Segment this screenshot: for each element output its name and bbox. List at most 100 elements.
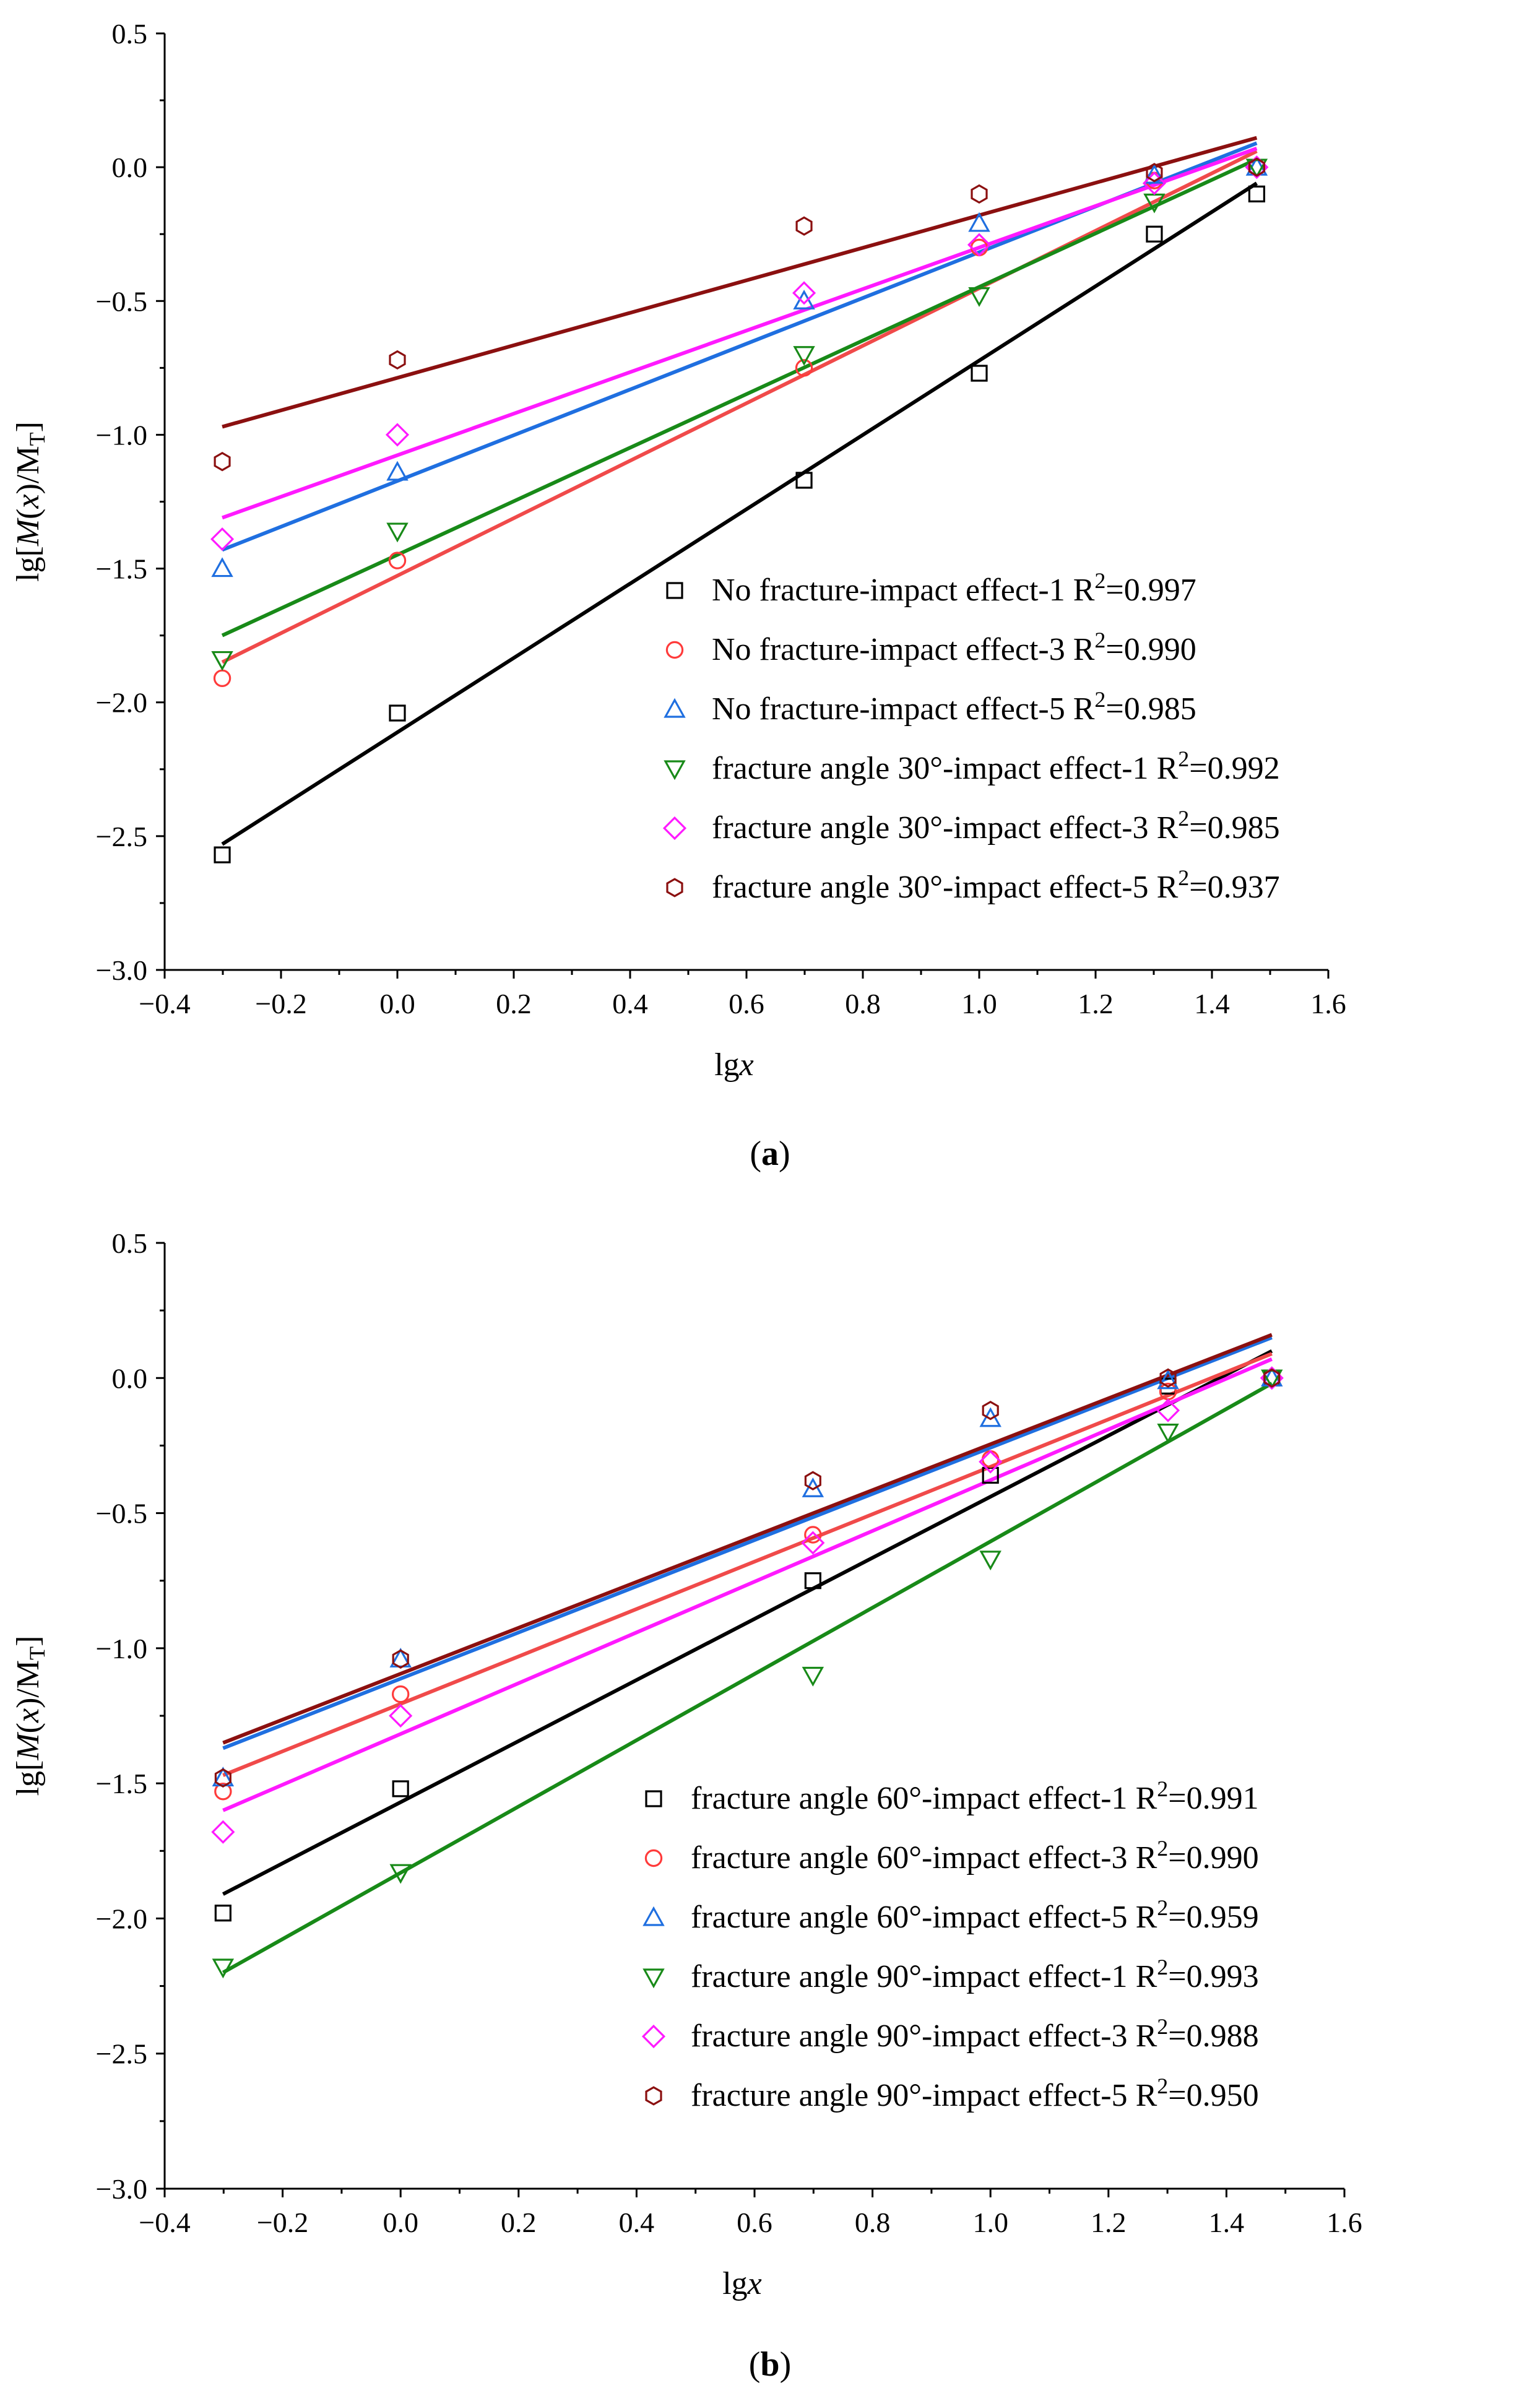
legend-label: fracture angle 30°-impact effect-5 R2=0.… — [712, 865, 1280, 905]
fit-line — [222, 147, 1258, 520]
fit-line — [221, 157, 1258, 638]
data-point — [214, 1768, 231, 1788]
data-point — [1263, 1368, 1281, 1388]
y-tick-label: −0.5 — [96, 1498, 147, 1529]
legend-item: fracture angle 30°-impact effect-1 R2=0.… — [664, 746, 1280, 786]
data-point — [211, 651, 233, 671]
legend-label: fracture angle 60°-impact effect-1 R2=0.… — [691, 1776, 1259, 1816]
data-point — [210, 527, 235, 552]
legend-marker — [664, 760, 686, 781]
legend-label: fracture angle 90°-impact effect-1 R2=0.… — [691, 1955, 1259, 1994]
panel-caption: (a) — [750, 1135, 790, 1173]
data-point — [967, 233, 992, 257]
data-point — [804, 1471, 821, 1490]
data-point — [804, 1572, 821, 1590]
y-tick-label: −2.0 — [96, 687, 147, 719]
legend-item: fracture angle 90°-impact effect-3 R2=0.… — [641, 2014, 1259, 2054]
data-point — [389, 704, 406, 722]
data-point — [1157, 1369, 1179, 1390]
data-point — [386, 522, 409, 543]
x-tick-label: 1.6 — [1326, 2207, 1362, 2238]
x-tick-label: 0.6 — [729, 988, 764, 1019]
y-tick-label: −2.5 — [96, 821, 147, 852]
fit-line — [222, 1352, 1273, 1777]
data-point — [214, 452, 231, 472]
data-point — [968, 287, 990, 307]
y-axis-title: lg[M(x)/MT] — [11, 422, 50, 582]
x-axis-title: lgx — [722, 2266, 762, 2301]
data-point — [971, 184, 988, 204]
legend-marker — [662, 816, 687, 841]
data-point — [979, 1551, 1001, 1571]
data-point — [392, 1649, 409, 1669]
y-axis-title: lg[M(x)/MT] — [11, 1636, 50, 1796]
legend-label: fracture angle 60°-impact effect-3 R2=0.… — [691, 1836, 1259, 1875]
y-tick-label: −1.5 — [96, 1768, 147, 1799]
y-tick-label: −2.5 — [96, 2038, 147, 2070]
data-point — [1146, 225, 1163, 243]
legend-item: fracture angle 90°-impact effect-5 R2=0.… — [645, 2074, 1259, 2113]
x-tick-label: 0.2 — [496, 988, 532, 1019]
x-tick-label: −0.4 — [139, 988, 190, 1019]
x-tick-label: 0.0 — [379, 988, 415, 1019]
data-point — [385, 423, 410, 447]
legend-item: fracture angle 60°-impact effect-5 R2=0.… — [642, 1895, 1259, 1935]
x-tick-label: −0.2 — [257, 2207, 308, 2238]
data-point — [388, 552, 407, 569]
data-point — [212, 1958, 235, 1979]
fit-line — [221, 181, 1258, 846]
data-point — [981, 1450, 1000, 1468]
legend-item: No fracture-impact effect-3 R2=0.990 — [665, 628, 1196, 667]
x-tick-label: 1.4 — [1209, 2207, 1245, 2238]
fit-line — [222, 1357, 1273, 1812]
x-tick-label: 0.4 — [619, 2207, 655, 2238]
legend-item: fracture angle 60°-impact effect-1 R2=0.… — [645, 1776, 1259, 1816]
y-tick-label: −1.0 — [96, 419, 147, 451]
legend-label: fracture angle 90°-impact effect-5 R2=0.… — [691, 2074, 1259, 2113]
fit-line — [222, 136, 1258, 429]
x-tick-label: 1.6 — [1310, 988, 1346, 1019]
data-point — [214, 1783, 232, 1801]
legend-marker — [666, 878, 683, 898]
x-tick-label: 0.8 — [845, 988, 881, 1019]
legend-label: fracture angle 60°-impact effect-5 R2=0.… — [691, 1895, 1259, 1935]
legend-marker — [642, 1968, 665, 1989]
data-point — [1156, 1398, 1180, 1422]
data-point — [389, 350, 406, 370]
fit-line — [222, 1349, 1273, 1896]
legend-label: fracture angle 30°-impact effect-1 R2=0.… — [712, 746, 1280, 786]
data-point — [968, 212, 990, 232]
x-tick-label: 0.6 — [737, 2207, 772, 2238]
legend-marker — [664, 698, 686, 718]
legend-item: fracture angle 30°-impact effect-3 R2=0.… — [662, 806, 1280, 846]
data-point — [795, 472, 813, 489]
legend-label: No fracture-impact effect-1 R2=0.997 — [712, 568, 1196, 608]
data-point — [1248, 185, 1265, 202]
x-tick-label: 1.0 — [961, 988, 997, 1019]
x-tick-label: 1.2 — [1091, 2207, 1127, 2238]
data-point — [802, 1477, 824, 1497]
fit-line — [222, 1336, 1273, 1750]
panel-b: −0.4 −0.2 0.0 0.2 0.4 0.6 0.8 1.0 1.2 1.4 1.6 0.5 0.… — [11, 1227, 1362, 2384]
legend-marker — [645, 1790, 662, 1807]
y-tick-label: −2.0 — [96, 1903, 147, 1934]
legend-item: No fracture-impact effect-1 R2=0.997 — [666, 568, 1196, 608]
data-point — [1159, 1368, 1177, 1388]
x-tick-label: 1.2 — [1078, 988, 1114, 1019]
data-point — [982, 1401, 999, 1421]
y-tick-label: −1.0 — [96, 1633, 147, 1664]
legend-label: fracture angle 30°-impact effect-3 R2=0.… — [712, 806, 1280, 846]
x-tick-label: 0.4 — [612, 988, 648, 1019]
data-point — [392, 1685, 410, 1703]
y-tick-label: 0.5 — [112, 18, 148, 50]
data-point — [802, 1666, 824, 1687]
legend-marker — [645, 2086, 662, 2106]
legend-marker — [644, 1849, 663, 1867]
data-point — [1143, 163, 1166, 184]
data-point — [1142, 171, 1167, 196]
y-tick-label: −3.0 — [96, 954, 147, 986]
fit-line — [222, 1382, 1273, 1975]
data-point — [1146, 163, 1163, 183]
x-tick-label: −0.4 — [139, 2207, 190, 2238]
fit-line — [221, 149, 1258, 664]
